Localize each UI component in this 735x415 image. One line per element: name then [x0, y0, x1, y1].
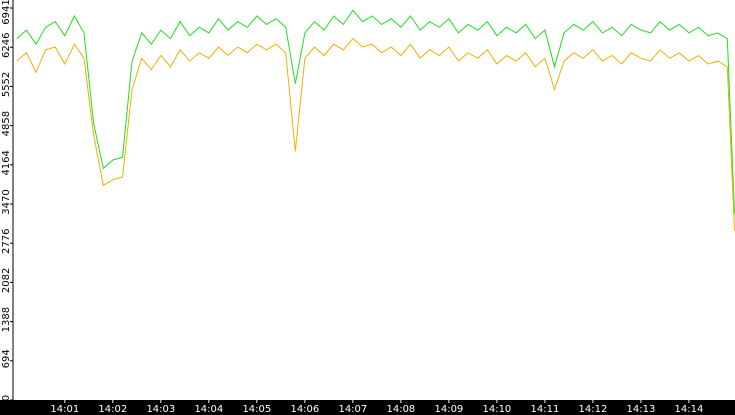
y-tick-label: 6941	[1, 0, 12, 25]
series-line	[16, 37, 735, 231]
x-tick-label: 14:01	[50, 404, 79, 415]
x-tick-label: 14:04	[194, 404, 223, 415]
y-tick-label: 1388	[1, 307, 12, 332]
y-tick-label: 6246	[1, 33, 12, 58]
y-tick-label: 3470	[1, 189, 12, 214]
y-tick-label: 0	[1, 395, 12, 401]
x-tick-label: 14:12	[578, 404, 607, 415]
x-tick-label: 14:02	[98, 404, 127, 415]
x-tick-label: 14:06	[290, 404, 319, 415]
y-tick-label: 4164	[1, 150, 12, 175]
x-tick-label: 14:09	[434, 404, 463, 415]
x-tick-label: 14:08	[386, 404, 415, 415]
y-tick-label: 2776	[1, 228, 12, 253]
x-tick-label: 14:11	[530, 404, 559, 415]
x-tick-label: 14:13	[626, 404, 655, 415]
y-tick-label: 5552	[1, 72, 12, 97]
y-tick-label: 694	[1, 349, 12, 368]
y-tick-label: 2082	[1, 268, 12, 293]
y-tick-label: 4858	[1, 111, 12, 136]
x-tick-label: 14:05	[242, 404, 271, 415]
x-tick-label: 14:03	[146, 404, 175, 415]
x-tick-label: 14:07	[338, 404, 367, 415]
x-tick-label: 14:14	[675, 404, 704, 415]
x-tick-label: 14:10	[482, 404, 511, 415]
x-axis-bar	[0, 400, 735, 415]
series-line	[16, 9, 735, 214]
